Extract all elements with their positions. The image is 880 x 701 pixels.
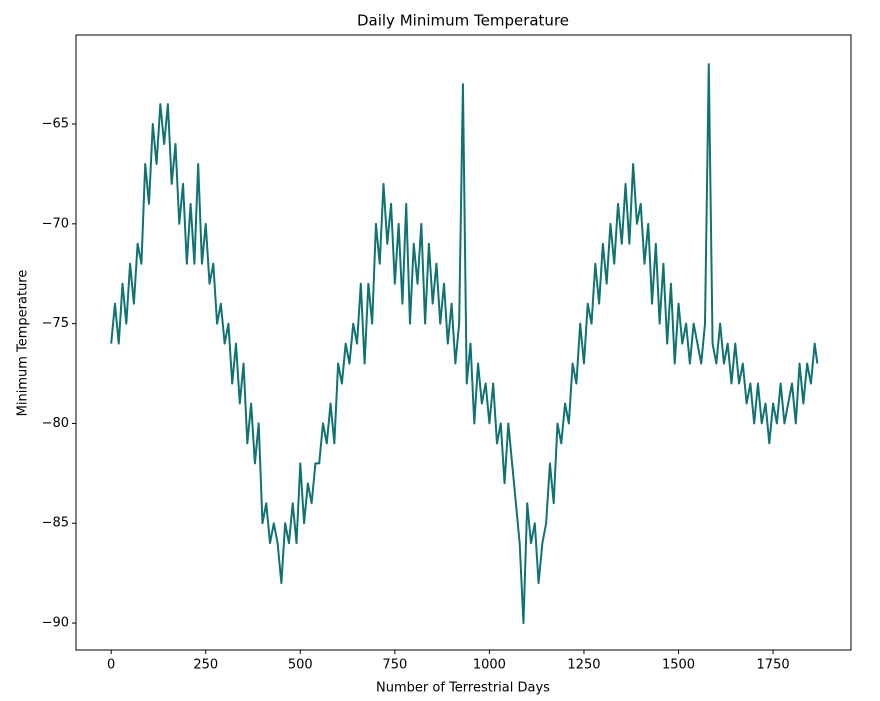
y-tick-label: −80: [42, 416, 69, 431]
x-axis-label: Number of Terrestrial Days: [376, 681, 550, 696]
y-tick-label: −75: [42, 316, 69, 331]
x-tick-label: 1000: [473, 658, 506, 673]
x-tick-label: 0: [107, 658, 115, 673]
y-tick-label: −70: [42, 216, 69, 231]
x-tick-label: 1750: [757, 658, 790, 673]
x-tick-label: 750: [382, 658, 407, 673]
plot-frame: [75, 34, 852, 651]
x-tick-label: 250: [193, 658, 218, 673]
y-axis-label: Minimum Temperature: [16, 270, 31, 417]
x-tick-label: 1500: [662, 658, 695, 673]
chart-title: Daily Minimum Temperature: [357, 12, 569, 30]
data-line: [110, 63, 819, 625]
y-tick-label: −90: [42, 616, 69, 631]
x-tick-label: 500: [288, 658, 313, 673]
y-tick-label: −65: [42, 117, 69, 132]
x-tick-label: 1250: [567, 658, 600, 673]
y-tick-label: −85: [42, 516, 69, 531]
